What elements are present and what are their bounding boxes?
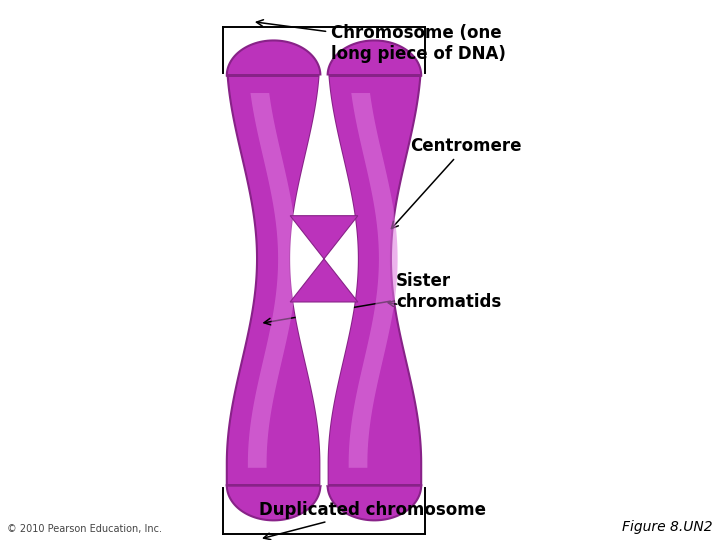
PathPatch shape — [248, 93, 297, 468]
Text: © 2010 Pearson Education, Inc.: © 2010 Pearson Education, Inc. — [7, 524, 162, 534]
Text: Centromere: Centromere — [392, 137, 522, 228]
Text: Duplicated chromosome: Duplicated chromosome — [259, 501, 486, 539]
Text: Figure 8.UN2: Figure 8.UN2 — [622, 520, 713, 534]
PathPatch shape — [328, 40, 421, 521]
PathPatch shape — [227, 40, 320, 521]
Text: Sister
chromatids: Sister chromatids — [264, 272, 501, 325]
PathPatch shape — [290, 215, 358, 302]
PathPatch shape — [290, 76, 358, 485]
Text: Chromosome (one
long piece of DNA): Chromosome (one long piece of DNA) — [256, 20, 506, 63]
PathPatch shape — [348, 93, 397, 468]
